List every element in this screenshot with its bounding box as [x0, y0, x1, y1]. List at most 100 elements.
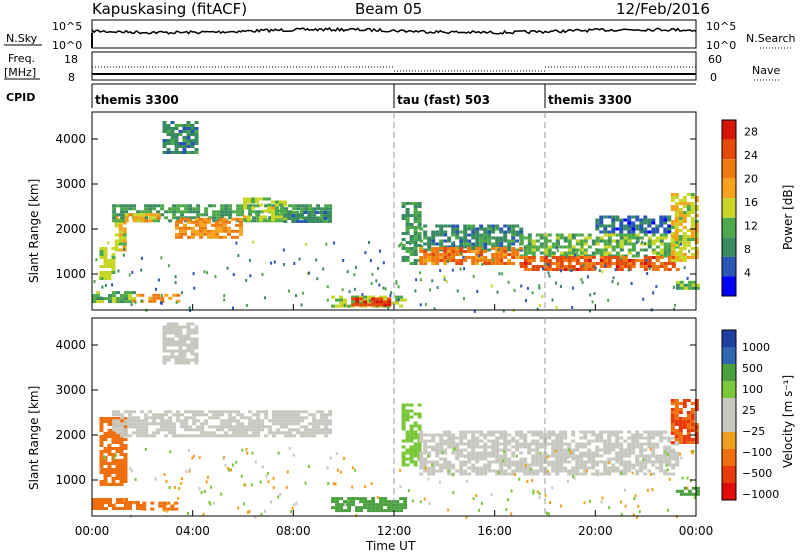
heatmap-cell — [479, 242, 484, 246]
heatmap-cell — [174, 322, 179, 326]
velocity-ylabel: Slant Range [km] — [27, 386, 41, 490]
heatmap-cell — [170, 151, 175, 154]
heatmap-cell — [611, 218, 616, 222]
heatmap-cell — [236, 413, 241, 417]
heatmap-cell — [678, 250, 683, 253]
heatmap-cell — [667, 448, 672, 452]
heatmap-cell — [378, 283, 381, 287]
heatmap-cell — [635, 460, 640, 464]
heatmap-cell — [651, 448, 656, 452]
heatmap-cell — [611, 215, 616, 219]
heatmap-cell — [176, 204, 181, 208]
heatmap-cell — [635, 241, 638, 245]
heatmap-cell — [427, 451, 432, 455]
heatmap-cell — [194, 343, 199, 347]
heatmap-cell — [483, 466, 488, 470]
heatmap-cell — [595, 248, 598, 252]
heatmap-cell — [216, 416, 221, 420]
heatmap-cell — [371, 497, 376, 501]
heatmap-cell — [409, 436, 414, 440]
heatmap-cell — [283, 220, 288, 223]
heatmap-cell — [419, 239, 424, 243]
heatmap-cell — [627, 463, 632, 467]
heatmap-cell — [186, 139, 191, 142]
heatmap-cell — [367, 500, 372, 504]
heatmap-cell — [178, 349, 183, 353]
heatmap-cell — [239, 232, 243, 236]
heatmap-cell — [122, 245, 127, 249]
heatmap-cell — [136, 210, 141, 214]
heatmap-cell — [690, 217, 695, 220]
heatmap-cell — [320, 431, 325, 435]
heatmap-cell — [559, 256, 564, 259]
heatmap-cell — [599, 248, 604, 252]
heatmap-cell — [272, 486, 275, 490]
heatmap-cell — [631, 254, 636, 258]
heatmap-cell — [417, 424, 422, 428]
heatmap-cell — [115, 459, 120, 462]
heatmap-cell — [199, 217, 203, 221]
heatmap-cell — [427, 256, 432, 259]
noise-left-tick-bottom: 10^0 — [52, 39, 82, 52]
heatmap-cell — [252, 210, 257, 214]
heatmap-cell — [535, 433, 540, 437]
heatmap-cell — [148, 296, 153, 300]
heatmap-cell — [371, 297, 376, 301]
heatmap-cell — [92, 507, 96, 510]
heatmap-cell — [599, 448, 604, 452]
heatmap-cell — [263, 215, 267, 219]
heatmap-cell — [579, 454, 584, 458]
heatmap-cell — [525, 244, 528, 248]
heatmap-cell — [371, 272, 374, 276]
heatmap-cell — [409, 226, 414, 229]
heatmap-cell — [615, 457, 620, 461]
heatmap-cell — [112, 219, 117, 223]
heatmap-cell — [401, 406, 406, 410]
heatmap-cell — [99, 465, 104, 468]
heatmap-cell — [243, 200, 247, 204]
heatmap-cell — [212, 413, 217, 417]
heatmap-cell — [611, 230, 616, 234]
heatmap-cell — [547, 265, 552, 268]
heatmap-cell — [543, 259, 548, 262]
heatmap-cell — [312, 425, 317, 429]
heatmap-cell — [427, 433, 432, 437]
heatmap-cell — [532, 489, 535, 493]
heatmap-cell — [419, 500, 422, 504]
heatmap-cell — [674, 202, 679, 205]
heatmap-cell — [601, 496, 604, 500]
heatmap-cell — [288, 413, 293, 417]
heatmap-cell — [328, 216, 333, 220]
heatmap-cell — [670, 232, 675, 235]
heatmap-cell — [120, 416, 125, 420]
heatmap-cell — [204, 419, 209, 423]
heatmap-cell — [166, 151, 171, 154]
heatmap-cell — [275, 206, 279, 210]
heatmap-cell — [683, 486, 688, 490]
heatmap-cell — [459, 250, 464, 253]
heatmap-cell — [100, 498, 104, 501]
heatmap-cell — [423, 253, 428, 256]
heatmap-cell — [538, 492, 541, 496]
heatmap-cell — [555, 259, 560, 262]
heatmap-cell — [431, 239, 436, 243]
heatmap-cell — [111, 262, 116, 265]
heatmap-cell — [208, 500, 211, 504]
heatmap-cell — [495, 454, 500, 458]
heatmap-cell — [395, 500, 400, 504]
heatmap-cell — [663, 469, 668, 473]
heatmap-cell — [405, 220, 410, 223]
heatmap-cell — [96, 297, 100, 301]
heatmap-cell — [587, 451, 592, 455]
heatmap-cell — [401, 232, 406, 235]
heatmap-cell — [515, 430, 520, 434]
heatmap-cell — [663, 218, 668, 222]
heatmap-cell — [272, 413, 277, 417]
heatmap-cell — [182, 139, 187, 142]
heatmap-cell — [670, 402, 675, 405]
heatmap-cell — [405, 259, 410, 262]
heatmap-cell — [539, 460, 544, 464]
heatmap-cell — [327, 211, 332, 214]
heatmap-cell — [103, 256, 108, 259]
heatmap-cell — [674, 223, 679, 226]
